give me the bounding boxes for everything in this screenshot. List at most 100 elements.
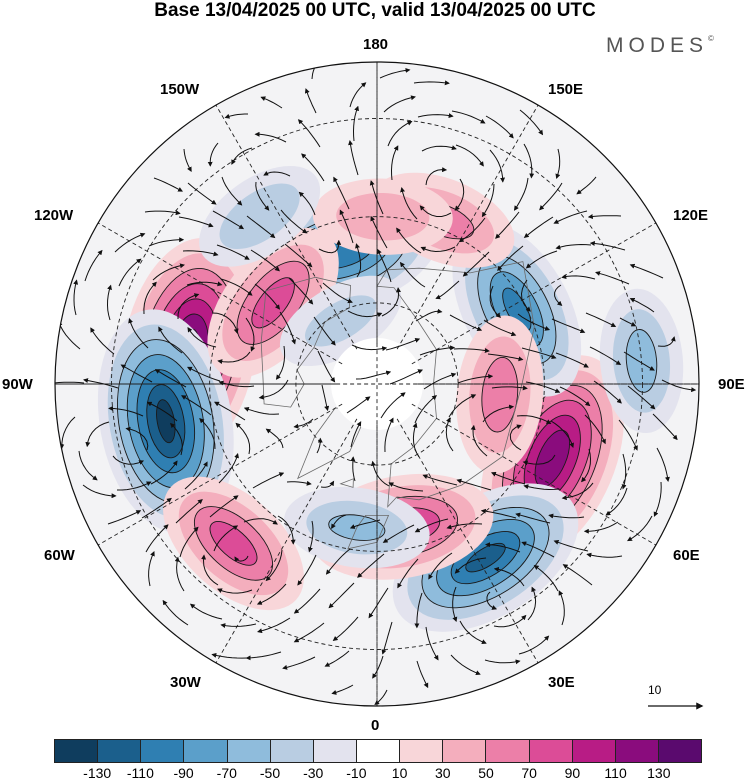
- wind-arrow: [555, 148, 561, 179]
- wind-arrow: [322, 282, 353, 304]
- colorbar-tick-label: 30: [435, 765, 451, 781]
- colorbar-swatch: [55, 740, 99, 762]
- wind-arrow: [491, 385, 528, 391]
- wind-arrow: [179, 526, 199, 558]
- wind-arrow: [369, 180, 384, 215]
- wind-arrow: [234, 555, 249, 562]
- wind-arrow: [257, 617, 291, 634]
- wind-arrow: [377, 248, 392, 283]
- wind-arrow: [425, 626, 439, 661]
- colorbar: [54, 739, 702, 763]
- wind-arrow: [516, 415, 552, 424]
- wind-arrow: [174, 556, 185, 592]
- wind-arrow: [523, 216, 554, 239]
- wind-arrow: [106, 284, 112, 321]
- wind-arrow: [355, 243, 362, 278]
- wind-arrow: [207, 142, 219, 167]
- wind-arrow: [349, 82, 367, 108]
- wind-arrow: [627, 385, 656, 410]
- brand-text: MODES: [606, 34, 709, 57]
- wind-arrow: [553, 540, 589, 552]
- wind-arrow: [470, 424, 488, 457]
- wind-arrow: [456, 478, 492, 491]
- wind-arrow: [245, 317, 256, 352]
- colorbar-swatch: [227, 740, 271, 762]
- wind-arrow: [480, 508, 517, 519]
- wind-arrow: [211, 312, 239, 334]
- wind-arrow: [141, 497, 172, 519]
- wind-arrow: [584, 414, 606, 445]
- wind-arrow: [453, 348, 490, 354]
- wind-arrow: [412, 422, 420, 458]
- wind-arrow: [187, 182, 217, 205]
- wind-arrow: [243, 407, 280, 415]
- map-title: Base 13/04/2025 00 UTC, valid 13/04/2025…: [154, 0, 596, 21]
- wind-arrow: [214, 401, 246, 421]
- wind-arrow: [618, 419, 638, 451]
- wind-arrow: [435, 280, 460, 300]
- wind-arrow: [277, 515, 296, 545]
- colorbar-swatch: [141, 740, 185, 762]
- wind-arrow: [629, 298, 655, 313]
- wind-arrow: [218, 380, 255, 388]
- wind-arrow: [288, 277, 314, 305]
- wind-arrow: [417, 113, 454, 119]
- wind-arrow: [493, 614, 527, 628]
- contour-level: [209, 521, 258, 566]
- wind-arrow: [385, 338, 421, 351]
- wind-arrow: [419, 205, 452, 217]
- wind-arrow: [587, 214, 622, 220]
- lon-label-150e: 150E: [548, 81, 584, 98]
- colorbar-tick-label: -50: [259, 765, 281, 781]
- wind-arrow: [484, 659, 521, 665]
- wind-arrow: [177, 293, 200, 320]
- wind-arrow: [117, 481, 152, 491]
- wind-arrow: [146, 401, 178, 422]
- wind-arrow: [449, 314, 483, 331]
- wind-arrow: [370, 460, 390, 487]
- wind-arrow: [357, 553, 385, 578]
- wind-arrow: [282, 656, 316, 670]
- wind-arrow: [422, 474, 458, 486]
- wind-arrow: [85, 421, 110, 448]
- colorbar-tick-label: 130: [647, 765, 671, 781]
- wind-arrow: [387, 121, 413, 147]
- wind-arrow: [152, 263, 185, 281]
- wind-arrow: [347, 310, 383, 318]
- wind-arrow: [217, 588, 253, 594]
- wind-arrow: [368, 587, 389, 619]
- wind-arrow: [220, 278, 253, 296]
- wind-arrow: [581, 448, 592, 483]
- wind-arrow: [583, 521, 619, 534]
- lon-label-120w: 120W: [34, 207, 74, 224]
- wind-arrow: [107, 510, 142, 525]
- wind-arrow: [381, 287, 401, 317]
- wind-arrow: [220, 623, 257, 629]
- wind-arrow: [308, 520, 314, 553]
- wind-arrow: [243, 518, 278, 525]
- wind-arrow: [265, 549, 283, 582]
- wind-arrow: [256, 583, 287, 605]
- wind-arrow: [235, 422, 251, 455]
- wind-arrow: [399, 261, 426, 288]
- map-boundary: [54, 61, 700, 707]
- wind-arrow: [416, 660, 429, 689]
- colorbar-swatch: [615, 740, 659, 762]
- colorbar-swatch: [184, 740, 228, 762]
- wind-arrow: [483, 319, 517, 337]
- wind-arrow: [187, 366, 221, 382]
- wind-arrow: [382, 524, 415, 543]
- wind-arrow: [621, 453, 627, 490]
- wind-arrow: [497, 245, 524, 272]
- wind-arrow: [559, 386, 591, 407]
- wind-arrow: [397, 558, 419, 589]
- wind-arrow: [561, 482, 594, 501]
- wind-arrow: [355, 370, 392, 380]
- lon-label-90w: 90W: [2, 376, 33, 393]
- wind-arrow: [318, 239, 342, 254]
- parallel: [111, 118, 643, 650]
- wind-arrow: [286, 480, 312, 486]
- copyright-mark: ©: [708, 34, 714, 43]
- wind-arrow: [454, 557, 487, 574]
- trough-anomaly-14: [199, 165, 321, 267]
